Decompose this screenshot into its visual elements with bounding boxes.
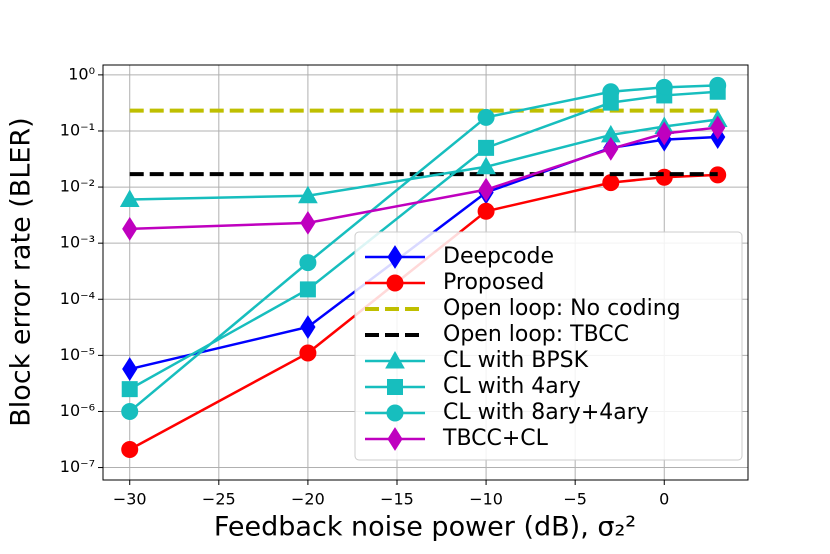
legend-label: Open loop: No coding — [443, 296, 681, 321]
marker — [387, 427, 403, 451]
marker — [602, 83, 620, 101]
marker — [709, 76, 727, 94]
marker — [478, 177, 494, 202]
legend-label: CL with 4ary — [443, 374, 581, 399]
marker — [386, 274, 404, 292]
marker — [478, 139, 495, 156]
legend-box — [354, 231, 743, 461]
series-line — [129, 173, 718, 451]
y-tick-label: 10⁻² — [60, 177, 95, 196]
series-line — [129, 118, 718, 201]
marker — [387, 245, 403, 269]
y-tick-label: 10⁻⁴ — [60, 289, 95, 308]
marker — [122, 357, 138, 381]
y-tick-label: 10⁻¹ — [60, 120, 95, 139]
marker — [299, 254, 317, 272]
y-axis-label: Block error rate (BLER) — [6, 117, 37, 426]
y-tick-label: 10⁻⁵ — [60, 345, 95, 364]
marker — [299, 344, 317, 362]
x-tick-label: −30 — [113, 490, 147, 509]
legend-label: Deepcode — [443, 244, 554, 269]
marker — [300, 315, 316, 339]
plot-frame — [102, 64, 749, 481]
series-line — [128, 84, 718, 413]
marker — [385, 350, 405, 369]
series — [121, 76, 727, 420]
legend-label: Proposed — [443, 270, 544, 295]
marker — [387, 379, 403, 395]
marker — [477, 202, 495, 220]
marker — [300, 210, 316, 235]
marker — [121, 381, 138, 398]
legend-label: TBCC+CL — [442, 426, 549, 451]
y-tick-label: 10⁰ — [68, 64, 95, 83]
legend-label: CL with BPSK — [443, 348, 589, 373]
marker — [602, 174, 620, 192]
marker — [603, 136, 619, 161]
x-tick-label: −25 — [202, 490, 236, 509]
y-tick-label: 10⁻⁷ — [60, 457, 95, 476]
y-tick-label: 10⁻⁶ — [60, 401, 95, 420]
marker — [299, 281, 316, 298]
marker — [121, 402, 139, 420]
series-line — [129, 126, 718, 231]
x-tick-label: −5 — [563, 490, 587, 509]
series — [122, 115, 726, 241]
y-tick-label: 10⁻³ — [60, 233, 95, 252]
marker — [655, 168, 673, 186]
marker — [710, 115, 726, 140]
marker — [476, 156, 496, 175]
marker — [122, 216, 138, 241]
legend-label: CL with 8ary+4ary — [443, 400, 649, 425]
marker — [386, 404, 404, 422]
legend-label: Open loop: TBCC — [443, 322, 629, 347]
marker — [655, 78, 673, 96]
marker — [656, 121, 672, 146]
series — [119, 109, 728, 208]
x-axis-label: Feedback noise power (dB), σ₂² — [214, 512, 636, 543]
series-line — [129, 90, 718, 391]
marker — [298, 185, 318, 204]
marker — [119, 189, 140, 208]
marker — [121, 440, 139, 458]
marker — [477, 108, 495, 126]
x-tick-label: 0 — [659, 490, 669, 509]
x-tick-label: −20 — [291, 490, 325, 509]
x-tick-label: −10 — [469, 490, 503, 509]
x-tick-label: −15 — [380, 490, 414, 509]
